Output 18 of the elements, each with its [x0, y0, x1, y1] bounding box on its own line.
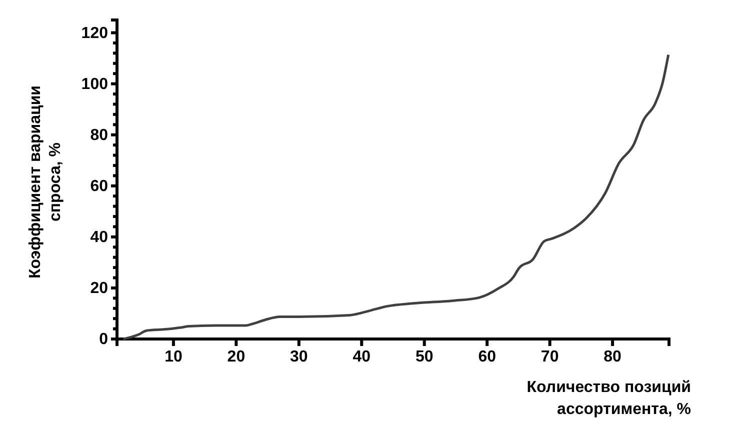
x-tick-label: 20 — [227, 348, 246, 366]
line-series — [122, 53, 670, 340]
y-tick-label: 60 — [90, 178, 108, 195]
x-tick-label: 60 — [478, 348, 496, 366]
y-tick-label: 80 — [90, 126, 108, 144]
x-tick-label: 70 — [540, 348, 559, 366]
x-axis-title: Количество позиций ассортимента, % — [526, 379, 691, 418]
x-tick-label: 50 — [415, 348, 434, 366]
x-tick-label: 80 — [604, 348, 622, 366]
y-tick-label: 40 — [90, 229, 108, 246]
y-tick-label: 0 — [99, 331, 108, 348]
x-tick-label: 40 — [352, 348, 371, 366]
y-tick-label: 120 — [81, 24, 108, 42]
y-axis-title: Коэффициент вариации спроса, % — [27, 85, 64, 279]
x-tick-label: 10 — [164, 348, 182, 366]
x-tick-label: 30 — [290, 348, 308, 366]
y-tick-label: 20 — [90, 280, 108, 298]
y-tick-label: 100 — [81, 76, 108, 93]
